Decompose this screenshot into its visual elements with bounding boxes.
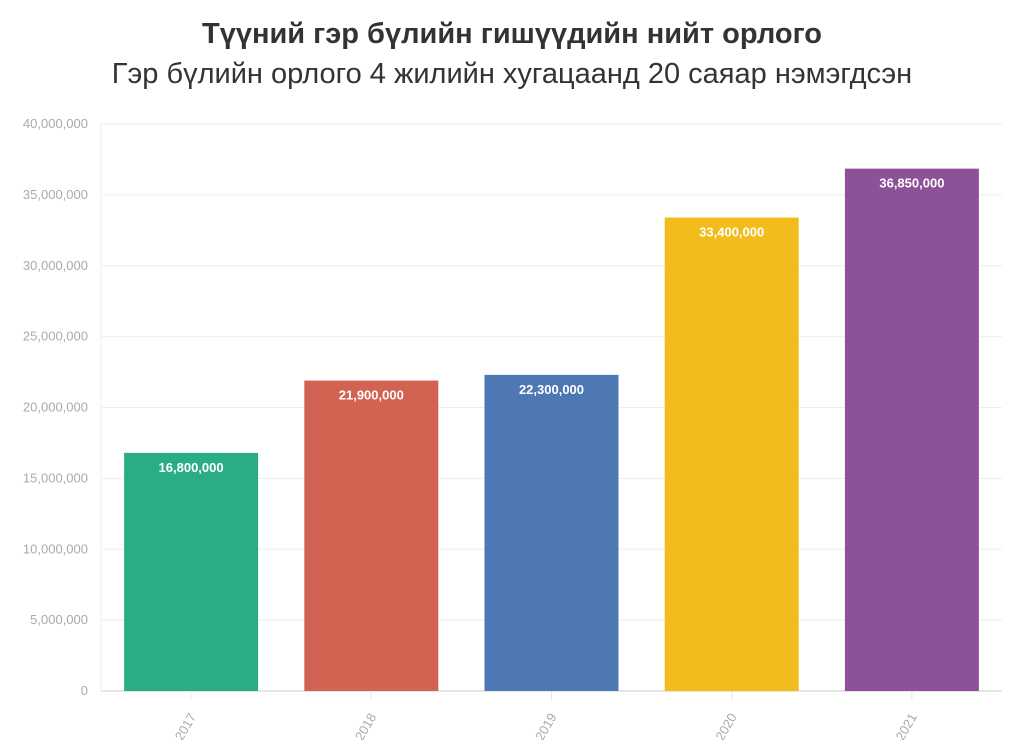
y-tick-label: 0 [81,683,88,698]
chart-subtitle: Гэр бүлийн орлого 4 жилийн хугацаанд 20 … [111,58,913,90]
data-label: 21,900,000 [339,388,404,403]
x-tick-label: 2018 [352,710,379,740]
bar-2019 [484,374,619,691]
data-label: 33,400,000 [699,225,764,240]
data-label: 36,850,000 [879,176,944,191]
bar-2018 [304,380,439,691]
y-tick-label: 5,000,000 [30,612,88,627]
y-tick-label: 25,000,000 [23,329,88,344]
y-tick-label: 30,000,000 [23,258,88,273]
bar-2021 [844,168,979,691]
chart-title: Түүний гэр бүлийн гишүүдийн нийт орлого [201,18,823,50]
data-label: 22,300,000 [519,382,584,397]
y-tick-label: 15,000,000 [23,470,88,485]
y-tick-label: 40,000,000 [23,116,88,131]
y-tick-label: 35,000,000 [23,187,88,202]
x-tick-label: 2020 [712,710,739,740]
x-tick-label: 2021 [893,710,920,740]
bar-2020 [664,217,799,691]
x-tick-label: 2019 [532,710,559,740]
y-tick-label: 10,000,000 [23,541,88,556]
x-tick-label: 2017 [172,710,199,740]
y-tick-label: 20,000,000 [23,400,88,415]
data-label: 16,800,000 [159,460,224,475]
bar-2017 [124,452,259,691]
